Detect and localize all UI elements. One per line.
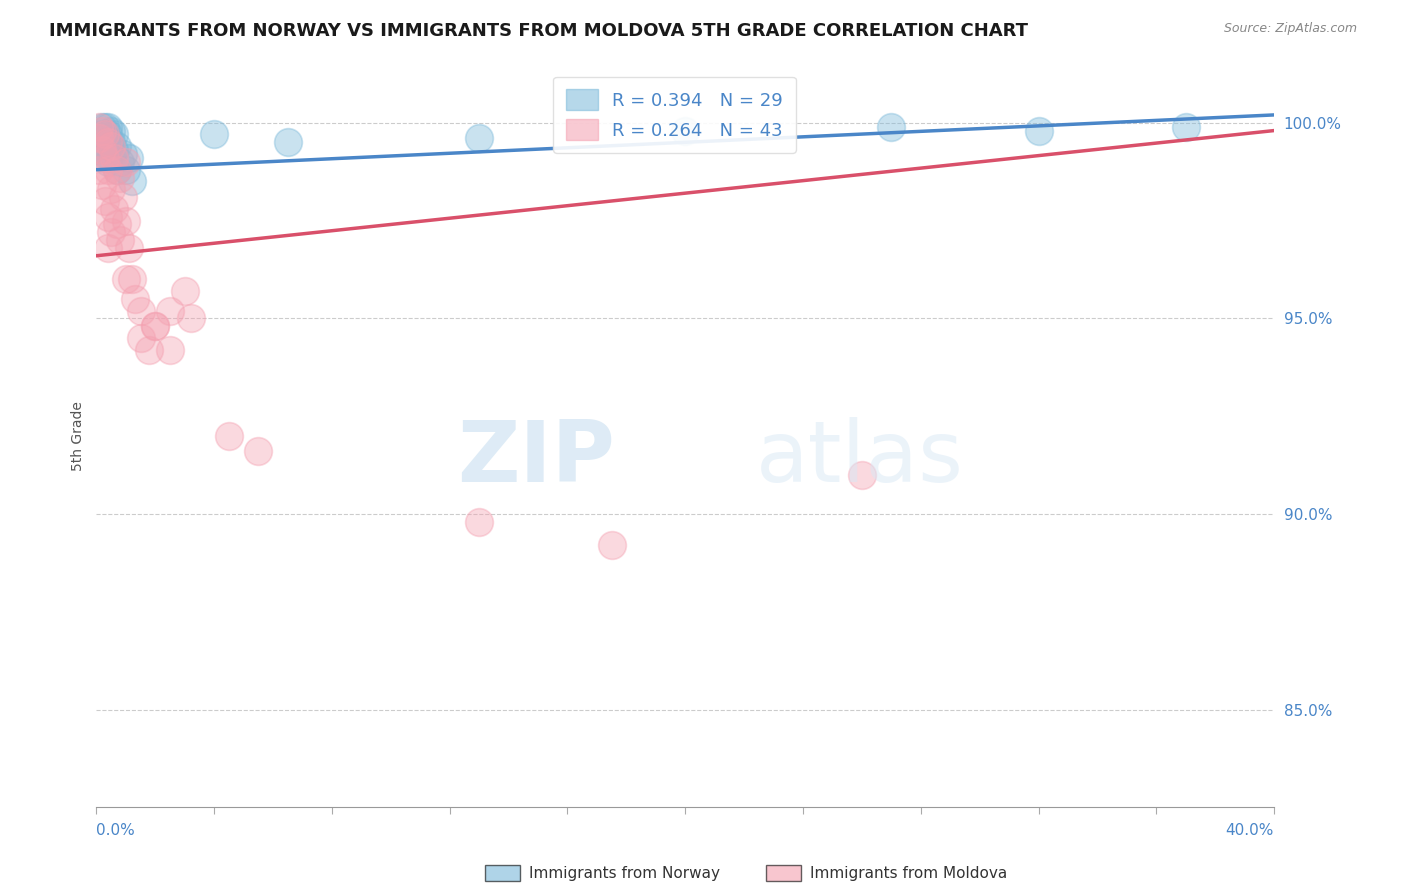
Text: 0.0%: 0.0% — [97, 823, 135, 838]
Point — [91, 128, 114, 142]
Point — [114, 213, 136, 227]
Point — [114, 154, 136, 169]
Point — [159, 343, 181, 357]
Point — [114, 272, 136, 286]
Point — [103, 143, 125, 157]
Point — [94, 128, 117, 142]
Point — [97, 154, 120, 169]
Point — [97, 136, 120, 150]
Point — [118, 151, 141, 165]
Point — [89, 162, 111, 177]
Point — [100, 123, 122, 137]
Text: Immigrants from Norway: Immigrants from Norway — [529, 866, 720, 880]
Point — [91, 143, 114, 157]
Point — [143, 319, 166, 334]
Point — [124, 292, 146, 306]
Point — [118, 241, 141, 255]
Point — [100, 151, 122, 165]
Point — [89, 143, 111, 157]
Point — [129, 303, 152, 318]
Point — [94, 147, 117, 161]
Point — [121, 272, 143, 286]
Point — [673, 123, 696, 137]
Point — [247, 444, 270, 458]
Point — [97, 128, 120, 142]
Point — [94, 131, 117, 145]
Point — [1174, 120, 1197, 134]
Point — [129, 331, 152, 345]
Legend: R = 0.394   N = 29, R = 0.264   N = 43: R = 0.394 N = 29, R = 0.264 N = 43 — [553, 77, 796, 153]
Point — [143, 319, 166, 334]
Point — [97, 241, 120, 255]
Point — [202, 128, 225, 142]
Point — [97, 210, 120, 224]
Text: Immigrants from Moldova: Immigrants from Moldova — [810, 866, 1007, 880]
Point — [89, 131, 111, 145]
Point — [468, 515, 491, 529]
Text: Source: ZipAtlas.com: Source: ZipAtlas.com — [1223, 22, 1357, 36]
Point — [100, 182, 122, 196]
Text: atlas: atlas — [756, 417, 965, 500]
Point — [100, 139, 122, 153]
Point — [108, 233, 131, 247]
Point — [111, 147, 134, 161]
Point — [851, 467, 873, 482]
Y-axis label: 5th Grade: 5th Grade — [72, 401, 86, 471]
Point — [100, 136, 122, 150]
Point — [468, 131, 491, 145]
Point — [121, 174, 143, 188]
Text: ZIP: ZIP — [457, 417, 614, 500]
Point — [100, 225, 122, 239]
Point — [97, 139, 120, 153]
Point — [97, 162, 120, 177]
Point — [94, 194, 117, 208]
Point — [159, 303, 181, 318]
Point — [138, 343, 160, 357]
Point — [180, 311, 202, 326]
Point — [105, 162, 128, 177]
Point — [277, 136, 299, 150]
Point — [880, 120, 903, 134]
Text: IMMIGRANTS FROM NORWAY VS IMMIGRANTS FROM MOLDOVA 5TH GRADE CORRELATION CHART: IMMIGRANTS FROM NORWAY VS IMMIGRANTS FRO… — [49, 22, 1028, 40]
Point — [111, 190, 134, 204]
Point — [114, 162, 136, 177]
Point — [173, 284, 195, 298]
Point — [91, 120, 114, 134]
Point — [108, 170, 131, 185]
Point — [91, 178, 114, 193]
Point — [97, 120, 120, 134]
Point — [1028, 123, 1050, 137]
Point — [94, 120, 117, 134]
Point — [103, 151, 125, 165]
Point — [218, 428, 240, 442]
Point — [94, 151, 117, 165]
Point — [105, 162, 128, 177]
Point — [103, 128, 125, 142]
Point — [89, 120, 111, 134]
Point — [105, 218, 128, 232]
Point — [105, 139, 128, 153]
Point — [103, 202, 125, 216]
Point — [108, 154, 131, 169]
Point — [91, 123, 114, 137]
Text: 40.0%: 40.0% — [1226, 823, 1274, 838]
Point — [600, 538, 623, 552]
